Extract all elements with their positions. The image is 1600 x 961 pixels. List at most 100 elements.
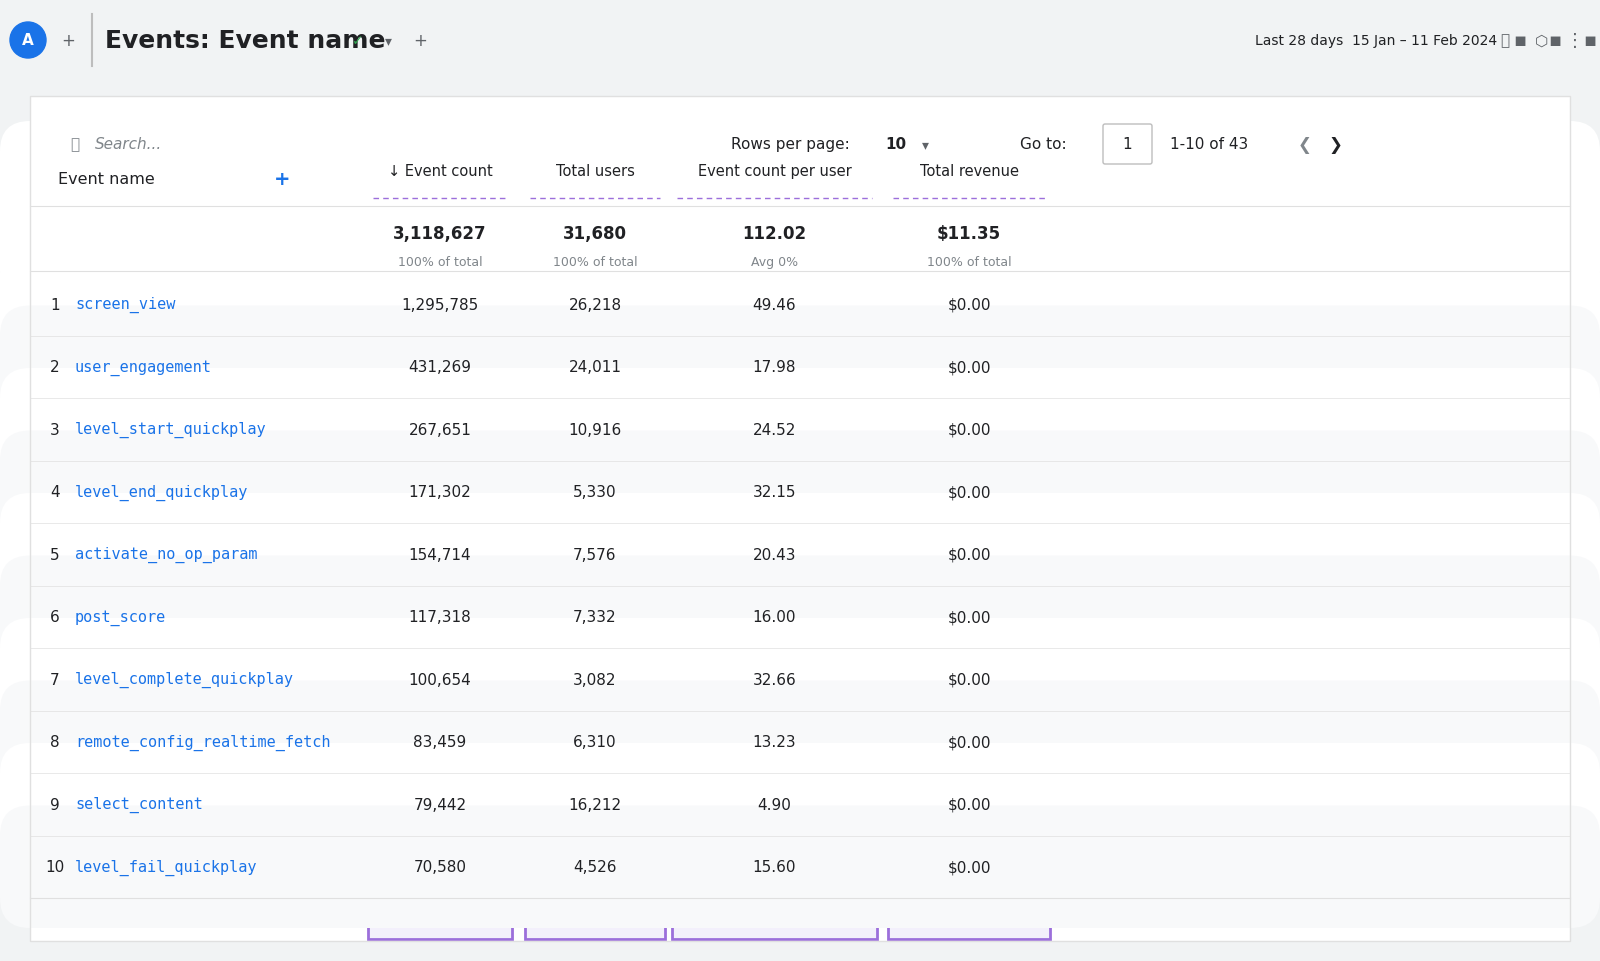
Text: 6: 6 [50,609,59,625]
Text: 1-10 of 43: 1-10 of 43 [1170,137,1248,153]
Text: +: + [61,32,75,50]
Text: Event name: Event name [58,172,155,186]
Text: 24.52: 24.52 [754,422,797,437]
Text: ⋮: ⋮ [1566,32,1584,50]
Text: 32.15: 32.15 [752,484,797,500]
Text: 🔍: 🔍 [70,137,80,153]
Circle shape [10,23,46,59]
Text: $0.00: $0.00 [947,484,990,500]
Text: 1: 1 [50,298,59,312]
FancyBboxPatch shape [368,175,512,939]
FancyBboxPatch shape [0,805,1600,928]
Text: 100% of total: 100% of total [398,256,482,268]
Text: 17.98: 17.98 [752,359,797,375]
Text: 10: 10 [45,859,64,875]
Text: 10,916: 10,916 [568,422,622,437]
Text: 79,442: 79,442 [413,797,467,812]
Text: +: + [413,32,427,50]
FancyBboxPatch shape [0,0,1600,82]
Text: 7: 7 [50,672,59,687]
FancyBboxPatch shape [0,369,1600,491]
FancyBboxPatch shape [1102,125,1152,165]
Text: ▾: ▾ [922,137,928,152]
Text: ▪: ▪ [1584,32,1597,50]
FancyBboxPatch shape [0,743,1600,866]
Text: 24,011: 24,011 [568,359,621,375]
Text: 7,332: 7,332 [573,609,618,625]
FancyBboxPatch shape [0,244,1600,366]
Text: ↓ Event count: ↓ Event count [387,164,493,180]
FancyBboxPatch shape [0,431,1600,554]
Text: $0.00: $0.00 [947,422,990,437]
Text: level_start_quickplay: level_start_quickplay [75,422,267,438]
Text: ⬡: ⬡ [1536,34,1549,48]
Text: 13.23: 13.23 [752,734,797,750]
Text: $0.00: $0.00 [947,859,990,875]
Text: 15.60: 15.60 [752,859,797,875]
Text: $0.00: $0.00 [947,672,990,687]
Text: $0.00: $0.00 [947,298,990,312]
Text: 9: 9 [50,797,59,812]
Text: $0.00: $0.00 [947,547,990,562]
Text: $11.35: $11.35 [938,225,1002,243]
Text: 171,302: 171,302 [408,484,472,500]
Text: 83,459: 83,459 [413,734,467,750]
Text: screen_view: screen_view [75,297,176,313]
Text: 154,714: 154,714 [408,547,472,562]
Text: 3,082: 3,082 [573,672,616,687]
FancyBboxPatch shape [672,175,877,939]
Text: 431,269: 431,269 [408,359,472,375]
Text: 4,526: 4,526 [573,859,616,875]
Text: Last 28 days  15 Jan – 11 Feb 2024: Last 28 days 15 Jan – 11 Feb 2024 [1254,34,1498,48]
Text: Search...: Search... [94,137,162,153]
Text: 112.02: 112.02 [742,225,806,243]
Text: 4.90: 4.90 [757,797,792,812]
Text: 20.43: 20.43 [752,547,797,562]
Text: 100% of total: 100% of total [926,256,1011,268]
Text: 49.46: 49.46 [752,298,797,312]
Text: 7,576: 7,576 [573,547,616,562]
FancyBboxPatch shape [525,175,666,939]
Text: $0.00: $0.00 [947,359,990,375]
Text: Total revenue: Total revenue [920,164,1019,180]
Text: 16.00: 16.00 [752,609,797,625]
Text: ▾: ▾ [384,34,392,48]
FancyBboxPatch shape [0,618,1600,741]
Text: 70,580: 70,580 [413,859,467,875]
Text: 32.66: 32.66 [752,672,797,687]
Text: 4: 4 [50,484,59,500]
Text: ▪: ▪ [1514,32,1526,50]
Text: 1: 1 [1122,137,1131,153]
Text: 1,295,785: 1,295,785 [402,298,478,312]
Text: post_score: post_score [75,609,166,625]
Text: ❯: ❯ [1328,136,1342,154]
Text: 📊: 📊 [1501,34,1509,48]
Text: activate_no_op_param: activate_no_op_param [75,547,258,563]
Text: remote_config_realtime_fetch: remote_config_realtime_fetch [75,734,331,751]
Text: Rows per page:: Rows per page: [731,137,850,153]
Text: 100,654: 100,654 [408,672,472,687]
FancyBboxPatch shape [0,680,1600,803]
Text: level_fail_quickplay: level_fail_quickplay [75,859,258,875]
Text: 16,212: 16,212 [568,797,621,812]
FancyBboxPatch shape [0,555,1600,678]
Text: 8: 8 [50,734,59,750]
Text: 5: 5 [50,547,59,562]
FancyBboxPatch shape [0,494,1600,616]
Text: ❮: ❮ [1298,136,1312,154]
Text: 31,680: 31,680 [563,225,627,243]
FancyBboxPatch shape [30,97,1570,941]
Text: 100% of total: 100% of total [552,256,637,268]
Text: $0.00: $0.00 [947,797,990,812]
Text: $0.00: $0.00 [947,609,990,625]
Text: 3: 3 [50,422,59,437]
Text: 6,310: 6,310 [573,734,618,750]
Text: 2: 2 [50,359,59,375]
Text: 5,330: 5,330 [573,484,618,500]
Text: ✓: ✓ [352,34,363,48]
FancyBboxPatch shape [0,177,1600,302]
Text: 3,118,627: 3,118,627 [394,225,486,243]
Text: +: + [274,170,290,188]
Text: ▪: ▪ [1549,32,1562,50]
FancyBboxPatch shape [0,122,1600,236]
